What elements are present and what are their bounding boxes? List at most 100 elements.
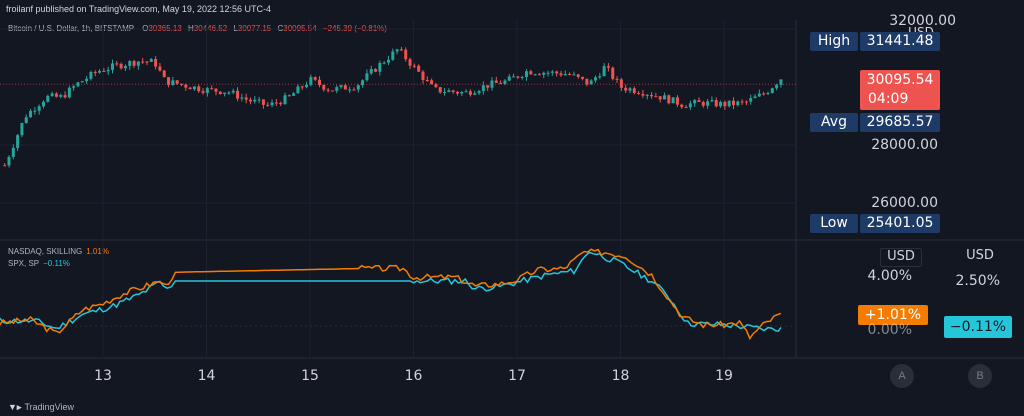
candle-body — [313, 77, 317, 80]
candle-body — [141, 61, 145, 63]
candle-body — [179, 83, 183, 85]
candle-body — [119, 63, 123, 69]
candle-body — [451, 90, 455, 92]
candle-body — [447, 90, 451, 93]
candle-body — [98, 70, 102, 73]
candle-body — [563, 74, 567, 76]
candle-body — [80, 81, 84, 83]
candle-body — [641, 93, 645, 96]
candle-body — [374, 69, 378, 72]
nasdaq-legend[interactable]: NASDAQ, SKILLING 1.01% — [8, 247, 109, 256]
candle-body — [33, 110, 37, 112]
candle-body — [89, 71, 93, 79]
candle-body — [184, 84, 188, 88]
candle-body — [102, 70, 106, 72]
candle-body — [512, 76, 516, 78]
candle-body — [382, 62, 386, 64]
candle-body — [408, 59, 412, 66]
candle-body — [606, 66, 610, 68]
x-tick-label: 17 — [508, 368, 526, 384]
candle-body — [581, 76, 585, 79]
candle-body — [123, 65, 127, 69]
candle-body — [343, 85, 347, 90]
candle-body — [63, 95, 67, 98]
candle-body — [559, 73, 563, 76]
candle-body — [240, 97, 244, 99]
candle-body — [671, 97, 675, 104]
candle-body — [632, 88, 636, 93]
candle-body — [244, 97, 248, 100]
low-tag-label: Low — [810, 214, 858, 233]
compare-a-tick-0: 0.00% — [867, 322, 912, 338]
candle-body — [550, 71, 554, 73]
candle-body — [507, 76, 511, 81]
candle-body — [404, 49, 408, 60]
axis-labels: 13 14 15 16 17 18 19 — [94, 368, 733, 384]
candle-body — [628, 88, 632, 91]
x-tick-label: 15 — [301, 368, 319, 384]
candle-body — [330, 90, 334, 92]
candle-body — [192, 86, 196, 90]
candle-body — [779, 79, 783, 85]
candle-body — [24, 117, 28, 124]
candle-body — [434, 84, 438, 88]
candle-body — [775, 84, 779, 89]
candle-body — [145, 61, 149, 63]
candle-body — [455, 91, 459, 94]
candle-body — [158, 66, 162, 71]
candle-body — [619, 79, 623, 88]
candle-body — [205, 88, 209, 93]
candle-body — [257, 99, 261, 101]
candle-body — [283, 95, 287, 105]
candle-body — [438, 87, 442, 93]
candle-body — [499, 82, 503, 84]
candle-body — [46, 95, 50, 102]
pane-a-button[interactable]: A — [890, 364, 914, 388]
nasdaq-line — [0, 248, 782, 341]
candle-body — [650, 94, 654, 97]
candle-body — [175, 80, 179, 84]
candle-body — [197, 86, 201, 92]
candle-body — [464, 91, 468, 93]
grid — [0, 20, 796, 358]
candle-body — [348, 89, 352, 91]
candle-body — [3, 165, 7, 167]
candle-body — [701, 102, 705, 106]
brand-name: TradingView — [24, 402, 74, 412]
candle-body — [533, 74, 537, 76]
candle-body — [261, 99, 265, 105]
candle-body — [93, 71, 97, 73]
candle-body — [369, 69, 373, 74]
candle-body — [706, 101, 710, 106]
nasdaq-current-tag: +1.01% — [858, 305, 928, 325]
spx-legend[interactable]: SPX, SP −0.11% — [8, 259, 70, 268]
tradingview-logo[interactable]: ▼▸ TradingView — [8, 402, 74, 413]
candle-body — [59, 95, 63, 97]
compare-b-tick: 2.50% — [955, 273, 1000, 289]
candle-body — [41, 101, 45, 107]
compare-a-currency[interactable]: USD — [880, 248, 922, 267]
candle-body — [356, 85, 360, 90]
candle-body — [693, 100, 697, 104]
tradingview-mark-icon: ▼▸ — [8, 402, 22, 412]
candle-body — [736, 101, 740, 106]
candle-body — [128, 61, 132, 66]
candle-body — [292, 93, 296, 96]
candle-body — [615, 78, 619, 80]
candle-body — [589, 80, 593, 85]
compare-b-currency[interactable]: USD — [966, 248, 994, 263]
candle-body — [110, 63, 114, 70]
avg-tag-label: Avg — [810, 113, 858, 132]
candle-body — [572, 74, 576, 76]
candle-body — [688, 103, 692, 108]
candle-body — [468, 91, 472, 95]
candle-body — [593, 77, 597, 81]
candle-body — [248, 99, 252, 102]
candle-body — [399, 49, 403, 51]
candle-body — [568, 74, 572, 76]
pane-b-button[interactable]: B — [968, 364, 992, 388]
candle-body — [477, 91, 481, 94]
candle-body — [300, 86, 304, 88]
candle-body — [675, 97, 679, 105]
